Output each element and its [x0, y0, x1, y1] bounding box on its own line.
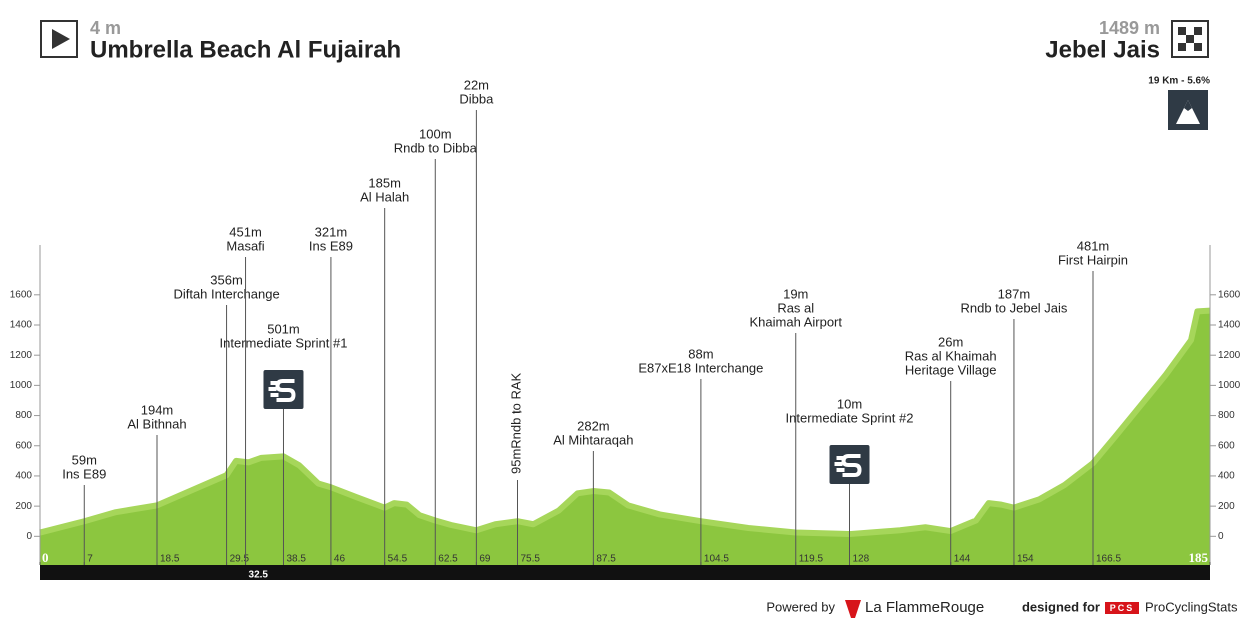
profile-area — [40, 310, 1210, 565]
waypoint-name: Al Mihtaraqah — [553, 432, 633, 447]
waypoint-elevation: 194m — [141, 402, 174, 417]
y-tick-label: 1200 — [10, 350, 33, 361]
waypoint-name: Ras al Khaimah — [905, 348, 997, 363]
y-tick-label: 600 — [1218, 440, 1235, 451]
distance-bar — [40, 565, 1210, 580]
waypoint-name: Rndb to RAK — [509, 373, 524, 449]
waypoint-name: Ins E89 — [62, 466, 106, 481]
y-tick-label: 1400 — [10, 320, 33, 331]
pcs-text: PCS — [1110, 603, 1135, 613]
y-tick-label: 1000 — [10, 380, 33, 391]
x-tick-label: 18.5 — [160, 554, 180, 565]
waypoint-name: Ras al — [777, 300, 814, 315]
x-tick-label: 32.5 — [249, 570, 269, 581]
climb-snow — [1184, 100, 1192, 111]
waypoint-elevation: 356m — [210, 272, 243, 287]
flame-logo — [845, 600, 861, 618]
waypoint-elevation: 19m — [783, 286, 808, 301]
x-tick-label: 166.5 — [1096, 554, 1121, 565]
finish-icon — [1171, 20, 1209, 58]
x-tick-label: 54.5 — [388, 554, 408, 565]
x-tick-label: 29.5 — [230, 554, 250, 565]
start-arrow — [52, 29, 70, 49]
y-tick-label: 1600 — [1218, 289, 1241, 300]
climb-mountain — [1176, 100, 1200, 124]
x-tick-label: 154 — [1017, 554, 1034, 565]
sprint-symbol — [268, 379, 296, 402]
y-tick-label: 800 — [15, 410, 32, 421]
pcs-logo — [1105, 602, 1139, 614]
x-tick-label: 75.5 — [520, 554, 540, 565]
waypoint-name: Masafi — [226, 238, 264, 253]
waypoint-elevation: 481m — [1077, 238, 1110, 253]
waypoint-name: Intermediate Sprint #1 — [220, 335, 348, 350]
waypoint-name: Al Halah — [360, 189, 409, 204]
waypoint-elevation: 451m — [229, 224, 262, 239]
waypoint-elevation: 10m — [837, 396, 862, 411]
y-tick-label: 1200 — [1218, 350, 1241, 361]
waypoint-name: Heritage Village — [905, 362, 997, 377]
x-tick-label: 62.5 — [438, 554, 458, 565]
waypoint-elevation: 22m — [464, 77, 489, 92]
waypoint-name: Rndb to Jebel Jais — [960, 300, 1067, 315]
y-tick-label: 1600 — [10, 289, 33, 300]
designed-for: designed for — [1022, 599, 1100, 614]
x-tick-label: 185 — [1189, 550, 1209, 565]
finish-name: Jebel Jais — [1045, 36, 1160, 63]
waypoint-name: Ins E89 — [309, 238, 353, 253]
x-tick-label: 119.5 — [799, 554, 824, 565]
waypoint-elevation: 321m — [315, 224, 348, 239]
x-tick-label: 69 — [479, 554, 491, 565]
climb-info: 19 Km - 5.6% — [1148, 76, 1210, 87]
waypoint-name: Al Bithnah — [127, 416, 186, 431]
waypoint-elevation: 100m — [419, 126, 452, 141]
finish-elevation: 1489 m — [1099, 18, 1160, 38]
x-tick-label: 46 — [334, 554, 346, 565]
y-tick-label: 400 — [15, 471, 32, 482]
x-tick-label: 38.5 — [286, 554, 306, 565]
x-tick-label: 144 — [954, 554, 971, 565]
y-tick-label: 600 — [15, 440, 32, 451]
waypoint-name: First Hairpin — [1058, 252, 1128, 267]
waypoint-name: Diftah Interchange — [173, 286, 279, 301]
waypoint-label: 95mRndb to RAK — [509, 373, 524, 474]
waypoint-name: Dibba — [459, 91, 494, 106]
brand: La FlammeRouge — [865, 599, 984, 616]
x-tick-label: 128 — [853, 554, 870, 565]
waypoint-elevation: 88m — [688, 346, 713, 361]
waypoint-elevation: 185m — [368, 175, 401, 190]
profile-top — [39, 307, 1211, 538]
waypoint-elevation: 26m — [938, 334, 963, 349]
y-tick-label: 0 — [26, 531, 32, 542]
waypoint-elevation: 282m — [577, 418, 610, 433]
waypoint-elevation: 95m — [509, 449, 524, 474]
y-tick-label: 400 — [1218, 471, 1235, 482]
waypoint-elevation: 501m — [267, 321, 300, 336]
y-tick-label: 200 — [15, 501, 32, 512]
waypoint-name: Khaimah Airport — [750, 314, 843, 329]
x-tick-label: 87.5 — [596, 554, 616, 565]
y-tick-label: 200 — [1218, 501, 1235, 512]
start-icon — [40, 20, 78, 58]
x-tick-label: 104.5 — [704, 554, 729, 565]
waypoint-elevation: 187m — [998, 286, 1031, 301]
sprint-symbol — [834, 454, 862, 477]
waypoint-name: Rndb to Dibba — [394, 140, 478, 155]
waypoint-elevation: 59m — [72, 452, 97, 467]
y-tick-label: 800 — [1218, 410, 1235, 421]
x-tick-label: 0 — [42, 550, 49, 565]
x-tick-label: 7 — [87, 554, 93, 565]
start-elevation: 4 m — [90, 18, 121, 38]
site: ProCyclingStats — [1145, 599, 1238, 614]
waypoint-name: E87xE18 Interchange — [638, 360, 763, 375]
y-tick-label: 1400 — [1218, 320, 1241, 331]
start-name: Umbrella Beach Al Fujairah — [90, 36, 401, 63]
powered-by: Powered by — [766, 599, 835, 614]
y-tick-label: 0 — [1218, 531, 1224, 542]
y-tick-label: 1000 — [1218, 380, 1241, 391]
waypoint-name: Intermediate Sprint #2 — [786, 410, 914, 425]
